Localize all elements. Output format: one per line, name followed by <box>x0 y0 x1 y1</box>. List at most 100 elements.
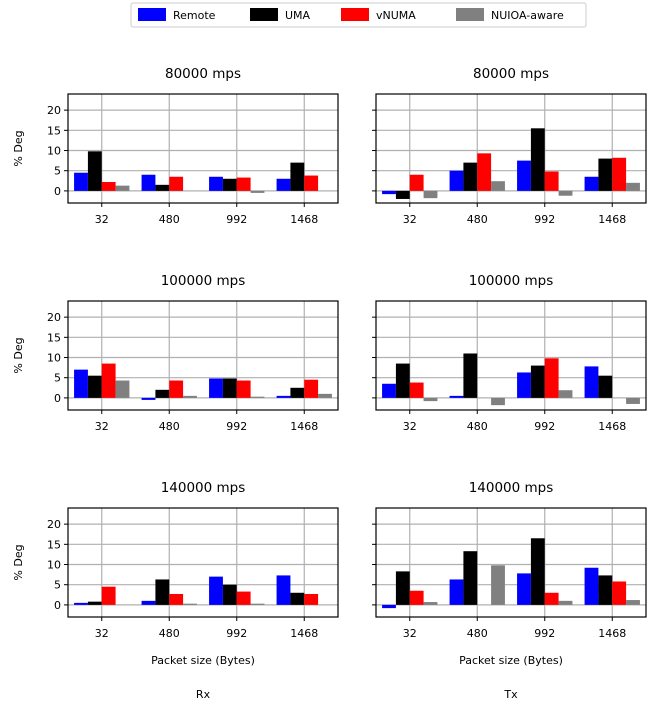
legend-swatch-uma <box>250 8 278 21</box>
bar <box>169 176 184 191</box>
bar <box>74 172 88 191</box>
bar <box>626 397 640 404</box>
panel-title: 80000 mps <box>473 66 549 82</box>
x-tick-label: 480 <box>159 213 180 226</box>
bar <box>115 185 130 191</box>
bar <box>463 162 478 191</box>
bar <box>141 397 156 400</box>
bar <box>101 363 116 398</box>
x-tick-label: 992 <box>226 213 247 226</box>
x-tick-label: 1468 <box>290 213 318 226</box>
bar <box>101 182 116 191</box>
y-axis-label: % Deg <box>12 130 25 166</box>
bar <box>141 600 156 605</box>
bar <box>169 593 184 605</box>
bar <box>304 175 319 191</box>
panel-title: 140000 mps <box>161 480 246 496</box>
bar <box>74 602 88 605</box>
column-label-tx: Tx <box>503 688 518 701</box>
x-tick-label: 480 <box>467 420 488 433</box>
y-tick-label: 5 <box>54 579 61 592</box>
y-tick-label: 20 <box>47 104 61 117</box>
y-tick-label: 10 <box>47 145 61 158</box>
bar <box>463 353 478 398</box>
bar <box>558 190 573 196</box>
bar <box>449 170 464 191</box>
bar <box>382 383 396 398</box>
bar <box>544 592 559 605</box>
bar <box>276 178 291 191</box>
axes-frame <box>67 300 339 411</box>
panel-2: 32 480 992 1468 80000 mps <box>372 66 647 226</box>
x-tick-label: 1468 <box>290 420 318 433</box>
bar <box>236 177 251 191</box>
bar <box>169 380 184 398</box>
y-tick-label: 0 <box>54 599 61 612</box>
y-tick-label: 0 <box>54 185 61 198</box>
x-tick-label: 32 <box>403 420 417 433</box>
axes-frame <box>375 93 647 204</box>
bar <box>290 592 305 605</box>
x-tick-label: 32 <box>403 627 417 640</box>
bar <box>423 602 438 605</box>
bar <box>463 551 478 605</box>
y-tick-label: 20 <box>47 311 61 324</box>
bar <box>250 396 265 398</box>
y-tick-label: 15 <box>47 124 61 137</box>
legend-swatch-vnuma <box>341 8 369 21</box>
bar <box>626 182 640 191</box>
bar <box>626 600 640 605</box>
x-tick-label: 480 <box>467 213 488 226</box>
x-tick-label: 992 <box>534 627 555 640</box>
panel-3: 0 5 10 15 20 32 480 992 1468 100000 mps % Deg <box>12 273 339 433</box>
x-tick-label: 992 <box>226 627 247 640</box>
bar <box>101 586 116 605</box>
bar <box>276 395 291 398</box>
bar <box>409 174 424 191</box>
legend-swatch-nuioa-aware <box>456 8 484 21</box>
bar <box>491 181 505 191</box>
bar <box>222 178 237 191</box>
bar <box>598 158 613 191</box>
bar <box>87 151 102 191</box>
panel-4: 32 480 992 1468 100000 mps <box>372 273 647 433</box>
bar <box>558 600 573 605</box>
bar <box>517 160 531 191</box>
x-tick-label: 32 <box>95 627 109 640</box>
x-tick-label: 1468 <box>598 213 626 226</box>
axes-frame <box>67 93 339 204</box>
panel-1: 0 5 10 15 20 32 480 992 1468 80000 mps % Deg <box>12 66 339 226</box>
x-tick-label: 480 <box>467 627 488 640</box>
bar <box>222 378 237 398</box>
bar <box>155 184 170 191</box>
bar <box>517 573 531 605</box>
bar <box>304 593 319 605</box>
bar <box>276 575 291 605</box>
bar <box>183 603 197 605</box>
bar <box>222 584 237 605</box>
bar <box>584 567 599 605</box>
bar <box>544 171 559 191</box>
bar <box>395 190 410 199</box>
x-tick-label: 32 <box>95 213 109 226</box>
panel-title: 100000 mps <box>161 273 246 289</box>
x-tick-label: 480 <box>159 627 180 640</box>
bar <box>395 363 410 398</box>
y-axis-label: % Deg <box>12 337 25 373</box>
bar <box>491 565 505 605</box>
legend-label-remote: Remote <box>173 9 216 22</box>
legend-swatch-remote <box>138 8 166 21</box>
bar <box>115 380 130 398</box>
x-tick-label: 32 <box>403 213 417 226</box>
bar <box>612 581 627 605</box>
bar <box>318 393 332 398</box>
x-tick-label: 480 <box>159 420 180 433</box>
y-tick-label: 0 <box>54 392 61 405</box>
bar <box>612 157 627 191</box>
legend-label-uma: UMA <box>285 9 311 22</box>
bar <box>155 389 170 398</box>
x-tick-label: 992 <box>534 213 555 226</box>
y-tick-label: 5 <box>54 165 61 178</box>
bar <box>517 372 531 398</box>
bar <box>423 190 438 199</box>
